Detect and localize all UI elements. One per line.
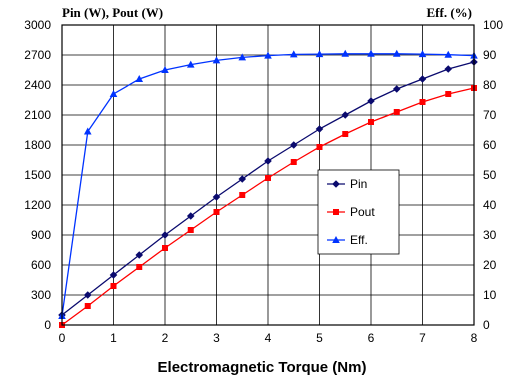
data-point <box>392 85 401 93</box>
y-left-tick-label: 1800 <box>24 138 51 152</box>
x-tick-label: 0 <box>59 331 66 345</box>
data-point <box>186 60 195 68</box>
y-right-tick-label: 90 <box>483 48 497 62</box>
legend-label: Pin <box>350 177 367 191</box>
x-tick-label: 7 <box>419 331 426 345</box>
legend-marker <box>333 209 339 215</box>
x-tick-label: 8 <box>471 331 478 345</box>
x-tick-label: 5 <box>316 331 323 345</box>
y-axis-left-label: Pin (W), Pout (W) <box>62 5 163 20</box>
y-left-tick-label: 600 <box>31 258 51 272</box>
data-point <box>392 49 401 57</box>
data-point <box>316 144 323 150</box>
data-point <box>135 251 144 259</box>
y-right-tick-label: 70 <box>483 108 497 122</box>
y-right-tick-label: 20 <box>483 258 497 272</box>
data-point <box>289 141 298 149</box>
data-point <box>289 50 298 58</box>
y-axis-right-label: Eff. (%) <box>427 5 473 20</box>
data-point <box>187 227 194 233</box>
data-point <box>419 99 426 105</box>
y-left-tick-label: 900 <box>31 228 51 242</box>
legend-label: Pout <box>350 205 375 219</box>
y-left-tick-label: 3000 <box>24 18 51 32</box>
data-point <box>161 231 169 239</box>
tick-labels: 0 1 2 3 4 5 6 7 80300600900120015001800210024002… <box>24 18 503 345</box>
data-point <box>341 49 350 57</box>
y-left-tick-label: 300 <box>31 288 51 302</box>
y-left-tick-label: 1500 <box>24 168 51 182</box>
data-point <box>393 109 400 115</box>
x-tick-label: 4 <box>265 331 272 345</box>
series-pin <box>58 58 478 319</box>
data-point <box>368 119 374 125</box>
data-point <box>109 90 118 97</box>
y-left-tick-label: 0 <box>44 318 51 332</box>
y-right-tick-label: 10 <box>483 288 497 302</box>
data-point <box>264 51 272 59</box>
data-point <box>162 245 168 251</box>
legend-label: Eff. <box>350 233 368 247</box>
data-point <box>213 209 220 215</box>
legend-marker <box>332 236 340 243</box>
data-point <box>83 127 92 135</box>
x-tick-label: 1 <box>110 331 117 345</box>
y-right-tick-label: 100 <box>483 18 503 32</box>
y-right-tick-label: 0 <box>483 318 490 332</box>
data-point <box>84 303 91 309</box>
data-point <box>238 53 247 61</box>
y-left-tick-label: 2700 <box>24 48 51 62</box>
data-point <box>186 212 195 220</box>
y-right-tick-label: 30 <box>483 228 497 242</box>
data-point <box>342 131 349 137</box>
data-point <box>83 291 92 299</box>
y-left-tick-label: 2100 <box>24 108 51 122</box>
y-left-tick-label: 1200 <box>24 198 51 212</box>
data-point <box>445 91 452 97</box>
data-point <box>212 193 221 201</box>
series-eff <box>58 49 478 319</box>
y-right-tick-label: 50 <box>483 168 497 182</box>
data-point <box>264 157 272 165</box>
data-point <box>136 264 143 270</box>
data-point <box>109 271 118 279</box>
y-left-tick-label: 2400 <box>24 78 51 92</box>
data-point <box>290 159 297 165</box>
data-point <box>341 111 350 119</box>
data-point <box>444 65 453 73</box>
x-tick-label: 2 <box>162 331 169 345</box>
data-point <box>238 175 247 183</box>
data-point <box>315 50 324 58</box>
x-axis-label: Electromagnetic Torque (Nm) <box>158 359 367 376</box>
x-tick-label: 6 <box>368 331 375 345</box>
y-right-tick-label: 80 <box>483 78 497 92</box>
legend: Pin Pout Eff. <box>317 169 400 255</box>
data-point <box>418 50 427 58</box>
plot-frame <box>61 24 475 326</box>
data-point <box>212 56 221 64</box>
data-point <box>367 97 375 105</box>
y-right-tick-label: 60 <box>483 138 497 152</box>
grid <box>61 24 475 326</box>
x-tick-label: 3 <box>213 331 220 345</box>
data-point <box>110 283 117 289</box>
data-point <box>161 66 169 73</box>
data-point <box>265 175 271 181</box>
data-point <box>239 192 246 198</box>
data-point <box>135 75 144 82</box>
data-point <box>444 50 453 58</box>
data-point <box>367 49 375 57</box>
y-right-tick-label: 40 <box>483 198 497 212</box>
data-point <box>315 125 324 133</box>
legend-marker <box>332 180 340 188</box>
data-point <box>418 75 427 83</box>
